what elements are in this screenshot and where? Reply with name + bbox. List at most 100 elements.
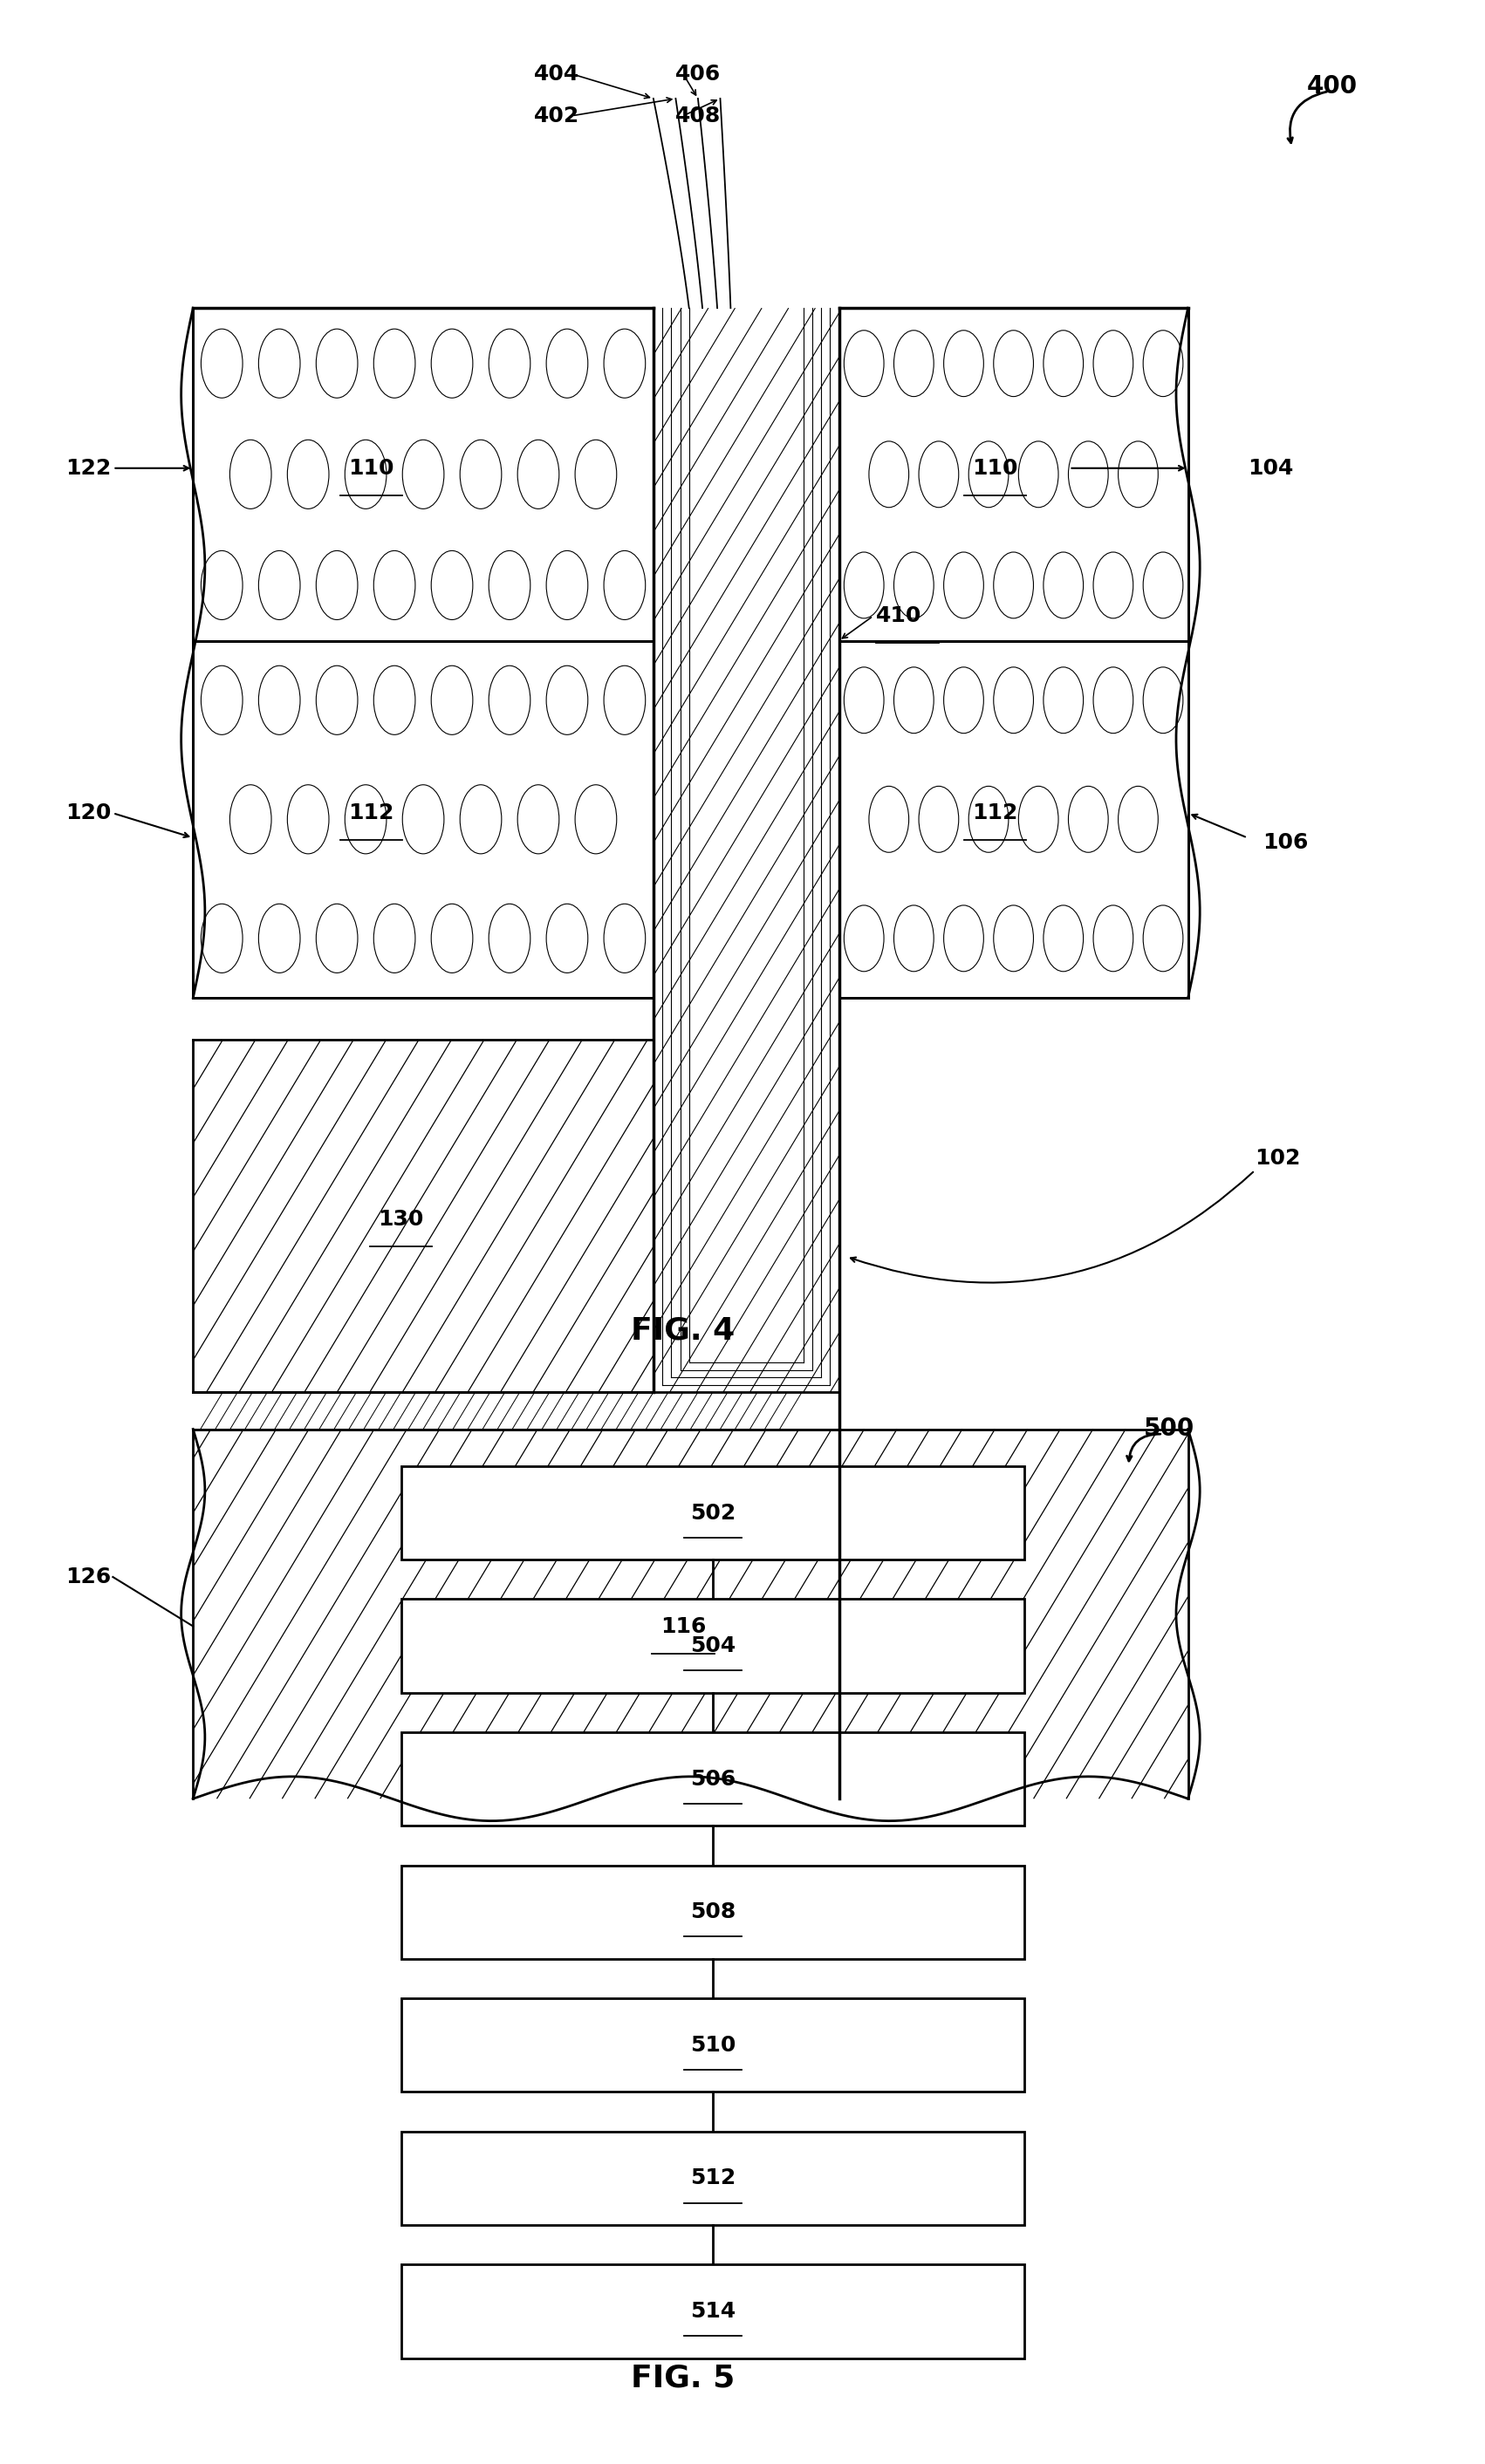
Circle shape: [1118, 441, 1158, 508]
Text: 122: 122: [65, 458, 111, 478]
Circle shape: [944, 904, 983, 971]
Bar: [193, 1429, 1188, 1799]
Circle shape: [489, 328, 530, 399]
Circle shape: [431, 665, 472, 734]
Circle shape: [287, 784, 328, 853]
Circle shape: [894, 330, 934, 397]
Circle shape: [431, 904, 472, 973]
Circle shape: [230, 439, 272, 510]
Circle shape: [460, 439, 502, 510]
Circle shape: [1019, 441, 1059, 508]
Circle shape: [604, 665, 646, 734]
Circle shape: [316, 665, 358, 734]
Circle shape: [919, 786, 959, 853]
Circle shape: [944, 668, 983, 734]
Circle shape: [460, 784, 502, 853]
Circle shape: [1143, 552, 1184, 618]
Circle shape: [919, 441, 959, 508]
Circle shape: [200, 904, 242, 973]
Circle shape: [518, 439, 558, 510]
Bar: [193, 1392, 839, 1429]
Bar: [401, 1599, 1025, 1693]
Circle shape: [1093, 668, 1133, 734]
Circle shape: [489, 904, 530, 973]
Bar: [193, 308, 653, 641]
Bar: [401, 1998, 1025, 2092]
Circle shape: [1093, 904, 1133, 971]
Circle shape: [546, 904, 588, 973]
Circle shape: [1044, 330, 1083, 397]
Text: 508: 508: [691, 1902, 735, 1922]
Bar: [653, 308, 839, 1392]
Circle shape: [1068, 441, 1108, 508]
Circle shape: [1019, 786, 1059, 853]
Circle shape: [402, 439, 444, 510]
Circle shape: [1044, 904, 1083, 971]
Bar: [839, 308, 1188, 641]
Bar: [839, 641, 1188, 998]
Circle shape: [316, 328, 358, 399]
Circle shape: [287, 439, 328, 510]
Circle shape: [546, 665, 588, 734]
Circle shape: [200, 549, 242, 621]
Text: 126: 126: [65, 1567, 111, 1587]
Circle shape: [944, 330, 983, 397]
Text: 112: 112: [973, 803, 1017, 823]
Circle shape: [374, 904, 416, 973]
Circle shape: [258, 904, 300, 973]
Circle shape: [316, 904, 358, 973]
Text: 500: 500: [1143, 1417, 1194, 1441]
Circle shape: [258, 665, 300, 734]
Circle shape: [993, 904, 1034, 971]
Circle shape: [894, 904, 934, 971]
Circle shape: [604, 549, 646, 621]
Text: 106: 106: [1262, 833, 1308, 853]
Circle shape: [1044, 552, 1083, 618]
Text: 402: 402: [533, 106, 579, 126]
Circle shape: [1093, 552, 1133, 618]
Text: 504: 504: [691, 1636, 735, 1656]
Circle shape: [993, 668, 1034, 734]
Text: 116: 116: [661, 1616, 705, 1636]
Text: 102: 102: [1255, 1148, 1301, 1168]
Circle shape: [993, 552, 1034, 618]
Text: 502: 502: [691, 1503, 735, 1523]
Text: 514: 514: [691, 2301, 735, 2321]
Circle shape: [1143, 668, 1184, 734]
Circle shape: [1044, 668, 1083, 734]
Text: 130: 130: [379, 1210, 423, 1230]
Circle shape: [431, 549, 472, 621]
Circle shape: [604, 904, 646, 973]
Circle shape: [1093, 330, 1133, 397]
Circle shape: [546, 328, 588, 399]
Text: 112: 112: [349, 803, 394, 823]
Text: 512: 512: [691, 2168, 735, 2188]
Circle shape: [316, 549, 358, 621]
Circle shape: [575, 439, 616, 510]
Circle shape: [843, 904, 884, 971]
Circle shape: [944, 552, 983, 618]
Circle shape: [843, 330, 884, 397]
Text: 110: 110: [973, 458, 1017, 478]
Text: 510: 510: [691, 2035, 735, 2055]
Circle shape: [230, 784, 272, 853]
Circle shape: [869, 786, 909, 853]
Bar: [401, 1466, 1025, 1560]
Text: FIG. 4: FIG. 4: [631, 1316, 735, 1345]
Circle shape: [843, 668, 884, 734]
Circle shape: [869, 441, 909, 508]
Circle shape: [402, 784, 444, 853]
Circle shape: [604, 328, 646, 399]
Circle shape: [546, 549, 588, 621]
Text: FIG. 5: FIG. 5: [631, 2363, 735, 2393]
Text: 110: 110: [349, 458, 394, 478]
Circle shape: [1068, 786, 1108, 853]
Circle shape: [345, 439, 386, 510]
Text: 408: 408: [676, 106, 722, 126]
Bar: [193, 1040, 653, 1392]
Circle shape: [1143, 330, 1184, 397]
Circle shape: [200, 328, 242, 399]
Circle shape: [1143, 904, 1184, 971]
Text: 410: 410: [876, 606, 922, 626]
Bar: [401, 2131, 1025, 2225]
